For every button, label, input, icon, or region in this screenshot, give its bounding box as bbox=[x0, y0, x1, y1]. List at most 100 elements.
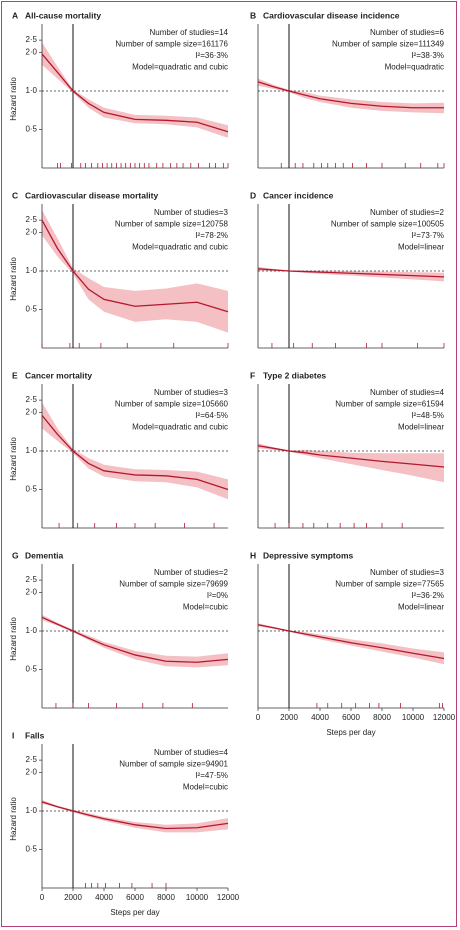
annotation: Number of studies=4 bbox=[154, 748, 229, 757]
hazard-curve bbox=[41, 219, 229, 313]
annotation: I²=78·2% bbox=[195, 231, 228, 240]
annotation: Model=linear bbox=[398, 423, 444, 432]
y-tick-label: 2·0 bbox=[25, 408, 37, 417]
annotation: Number of studies=3 bbox=[154, 388, 229, 397]
panel-label: H bbox=[250, 550, 256, 560]
hazard-curve bbox=[257, 81, 444, 109]
panel-label: D bbox=[250, 190, 256, 200]
panel-title: All-cause mortality bbox=[25, 10, 101, 20]
annotation: I²=0% bbox=[207, 591, 228, 600]
x-axis-label: Steps per day bbox=[110, 908, 159, 917]
y-tick-label: 1·0 bbox=[25, 806, 37, 815]
hazard-curve bbox=[257, 624, 445, 660]
annotation: Model=quadratic and cubic bbox=[132, 243, 228, 252]
annotation: Model=cubic bbox=[183, 603, 228, 612]
annotation: Number of sample size=161176 bbox=[115, 40, 228, 49]
annotation: Number of sample size=94901 bbox=[119, 760, 228, 769]
annotation: Number of studies=14 bbox=[150, 28, 229, 37]
annotation: Number of studies=3 bbox=[154, 208, 229, 217]
annotation: Number of studies=2 bbox=[370, 208, 445, 217]
panel-label: C bbox=[12, 190, 18, 200]
y-axis-label: Hazard ratio bbox=[9, 617, 18, 661]
x-tick-label: 2000 bbox=[64, 893, 82, 902]
y-tick-label: 1·0 bbox=[25, 86, 37, 95]
panel-label: I bbox=[12, 730, 14, 740]
confidence-band bbox=[258, 443, 444, 483]
annotation: Model=linear bbox=[398, 603, 444, 612]
annotation: Number of studies=2 bbox=[154, 568, 229, 577]
panel-label: F bbox=[250, 370, 255, 380]
annotation: I²=36·2% bbox=[411, 591, 444, 600]
panel-title: Dementia bbox=[25, 550, 64, 560]
annotation: Model=quadratic and cubic bbox=[132, 63, 228, 72]
annotation: Number of sample size=111349 bbox=[332, 40, 445, 49]
panel-label: G bbox=[12, 550, 19, 560]
y-axis-label: Hazard ratio bbox=[9, 77, 18, 121]
y-tick-label: 2·0 bbox=[25, 768, 37, 777]
panel-title: Depressive symptoms bbox=[263, 550, 354, 560]
x-tick-label: 4000 bbox=[311, 713, 329, 722]
confidence-band bbox=[42, 402, 228, 500]
x-tick-label: 12000 bbox=[433, 713, 456, 722]
hazard-curve bbox=[41, 414, 229, 491]
confidence-band bbox=[258, 78, 444, 114]
confidence-band bbox=[42, 799, 228, 833]
x-tick-label: 10000 bbox=[186, 893, 209, 902]
annotation: I²=48·5% bbox=[411, 411, 444, 420]
panel-title: Cancer mortality bbox=[25, 370, 92, 380]
panel-title: Cardiovascular disease mortality bbox=[25, 190, 159, 200]
panel-title: Cardiovascular disease incidence bbox=[263, 10, 400, 20]
hazard-curve bbox=[41, 801, 229, 830]
confidence-band bbox=[258, 623, 444, 665]
y-tick-label: 0·5 bbox=[25, 665, 37, 674]
x-tick-label: 6000 bbox=[342, 713, 360, 722]
x-tick-label: 10000 bbox=[402, 713, 425, 722]
confidence-band bbox=[42, 614, 228, 668]
hazard-curve bbox=[257, 445, 445, 468]
hazard-curve bbox=[41, 616, 229, 663]
x-tick-label: 6000 bbox=[126, 893, 144, 902]
hazard-curve bbox=[257, 268, 445, 278]
annotation: I²=73·7% bbox=[411, 231, 444, 240]
x-tick-label: 0 bbox=[40, 893, 45, 902]
y-tick-label: 2·0 bbox=[25, 588, 37, 597]
annotation: Number of sample size=120758 bbox=[115, 220, 229, 229]
y-axis-label: Hazard ratio bbox=[9, 797, 18, 841]
x-tick-label: 0 bbox=[256, 713, 261, 722]
y-tick-label: 1·0 bbox=[25, 266, 37, 275]
panel-label: B bbox=[250, 10, 256, 20]
y-axis-label: Hazard ratio bbox=[9, 257, 18, 301]
x-axis-label: Steps per day bbox=[326, 728, 375, 737]
panel-label: A bbox=[12, 10, 18, 20]
annotation: Number of studies=4 bbox=[370, 388, 445, 397]
annotation: Number of sample size=100505 bbox=[331, 220, 445, 229]
y-tick-label: 1·0 bbox=[25, 626, 37, 635]
x-tick-label: 8000 bbox=[157, 893, 175, 902]
annotation: I²=64·5% bbox=[195, 411, 228, 420]
annotation: Number of sample size=61594 bbox=[335, 400, 444, 409]
y-tick-label: 0·5 bbox=[25, 125, 37, 134]
y-tick-label: 2·5 bbox=[25, 755, 37, 764]
y-tick-label: 2·0 bbox=[25, 228, 37, 237]
annotation: Model=linear bbox=[398, 243, 444, 252]
annotation: Number of studies=6 bbox=[370, 28, 445, 37]
annotation: I²=36·3% bbox=[195, 51, 228, 60]
y-tick-label: 0·5 bbox=[25, 485, 37, 494]
y-tick-label: 0·5 bbox=[25, 845, 37, 854]
annotation: Number of sample size=77565 bbox=[335, 580, 444, 589]
x-tick-label: 4000 bbox=[95, 893, 113, 902]
hazard-curve bbox=[41, 53, 229, 133]
y-tick-label: 0·5 bbox=[25, 305, 37, 314]
y-axis-label: Hazard ratio bbox=[9, 437, 18, 481]
annotation: Model=quadratic and cubic bbox=[132, 423, 228, 432]
panel-title: Type 2 diabetes bbox=[263, 370, 326, 380]
y-tick-label: 2·5 bbox=[25, 215, 37, 224]
annotation: I²=38·3% bbox=[411, 51, 444, 60]
y-tick-label: 1·0 bbox=[25, 446, 37, 455]
y-tick-label: 2·5 bbox=[25, 395, 37, 404]
annotation: Number of studies=3 bbox=[370, 568, 445, 577]
x-tick-label: 12000 bbox=[217, 893, 240, 902]
annotation: I²=47·5% bbox=[195, 771, 228, 780]
